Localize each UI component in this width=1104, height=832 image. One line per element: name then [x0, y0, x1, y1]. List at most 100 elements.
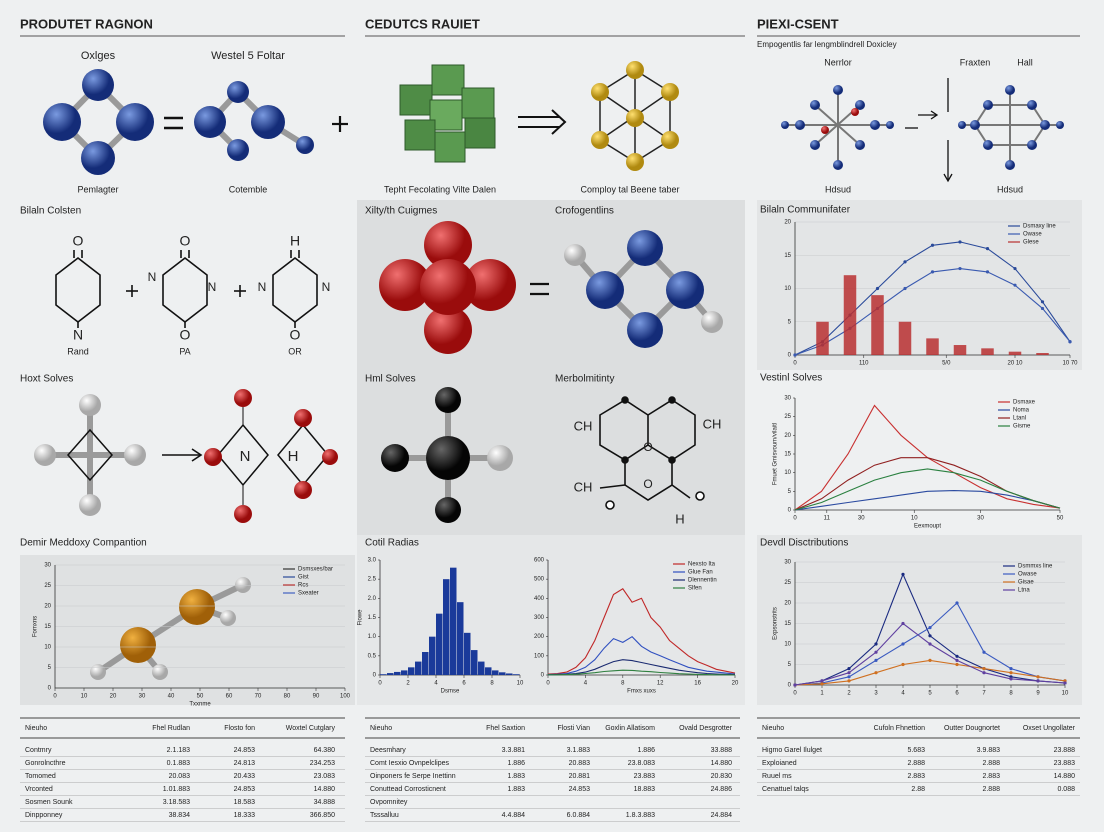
y-tick-label: 100: [534, 653, 545, 659]
histogram-bar: [422, 652, 429, 675]
label: Fraxten: [960, 57, 991, 67]
histogram-bar: [492, 670, 499, 675]
table-cell: 23.883: [1054, 760, 1076, 767]
table-cell: 5.683: [907, 747, 925, 754]
label: Pemlagter: [77, 184, 118, 194]
table-cell: 234.253: [310, 760, 335, 767]
series-marker: [901, 621, 905, 626]
table-cell: 24.886: [711, 786, 733, 793]
skeletal-structure: [599, 396, 705, 510]
table-cell: 2.883: [907, 773, 925, 780]
x-tick-label: 1: [820, 691, 824, 697]
y-axis-label: Fmuet Gmisvoum/vilaitl: [773, 423, 779, 485]
series-marker: [874, 658, 878, 663]
bar: [1036, 353, 1049, 355]
y-tick-label: 0: [788, 683, 792, 689]
label: N: [258, 280, 267, 294]
series-marker: [875, 286, 880, 291]
table-cell: 2.888: [982, 760, 1000, 767]
x-tick-label: 20: [732, 681, 739, 687]
panel: [20, 555, 355, 705]
y-tick-label: 1.5: [368, 615, 377, 621]
x-tick-label: 40: [168, 694, 175, 700]
y-tick-label: 500: [534, 577, 545, 583]
series-marker: [820, 682, 824, 686]
x-tick-label: 6: [462, 681, 466, 687]
series-marker: [930, 243, 935, 247]
series-marker: [1036, 675, 1040, 679]
legend-label: Owase: [1023, 232, 1042, 238]
y-tick-label: 10: [784, 286, 791, 292]
series-line: [794, 468, 1061, 511]
table-cell: 20.830: [711, 773, 733, 780]
table-header: Nieuho: [25, 725, 47, 732]
x-tick-label: 10: [81, 694, 88, 700]
x-tick-label: 7: [982, 691, 986, 697]
molecule: [781, 85, 894, 170]
table-cell: Deesmhary: [370, 747, 406, 754]
x-tick-label: 30: [977, 516, 984, 522]
x-tick-label: 4: [901, 691, 905, 697]
table-cell: Vrconted: [25, 786, 53, 793]
table-cell: 1.883: [507, 786, 525, 793]
molecule: [591, 61, 679, 171]
table-cell: 2.1.183: [167, 747, 190, 754]
series-marker: [847, 667, 851, 671]
label: Xilty/th Cuigmes: [365, 206, 437, 217]
chart-title: Cotil Radias: [365, 538, 419, 549]
legend-label: Noma: [1013, 408, 1030, 414]
table-cell: 20.883: [569, 760, 591, 767]
x-tick-label: 30: [858, 516, 865, 522]
x-tick-label: 0: [378, 681, 382, 687]
x-axis-label: Dsmse: [441, 689, 460, 695]
series-marker: [874, 671, 878, 675]
y-tick-label: 30: [784, 396, 791, 402]
y-tick-label: 20: [44, 604, 51, 610]
table-header: Woxtel Cutglary: [286, 725, 336, 732]
axis: [54, 565, 345, 689]
x-tick-label: 50: [1057, 516, 1064, 522]
table-header: Flosto fon: [224, 725, 255, 732]
x-tick-label: 0: [793, 691, 797, 697]
y-tick-label: 0: [788, 353, 792, 359]
x-tick-label: 6: [955, 691, 959, 697]
arrow: [162, 448, 203, 462]
series-marker: [1009, 667, 1013, 671]
histogram-bar: [464, 632, 471, 675]
y-axis-label: Fiowe: [358, 609, 364, 626]
cube-cluster: [399, 64, 496, 163]
histogram-bar: [429, 636, 436, 675]
table-cell: 20.083: [169, 773, 191, 780]
table-cell: Tomomed: [25, 773, 56, 780]
bar: [981, 348, 994, 355]
table-cell: Oinponers fe Serpe Inettinn: [370, 773, 456, 780]
table-cell: 3.18.583: [163, 799, 190, 806]
series-marker: [928, 634, 932, 638]
y-tick-label: 0: [788, 508, 792, 514]
x-tick-label: 16: [694, 681, 701, 687]
table-cell: Ruuel ms: [762, 773, 792, 780]
x-tick-label: 10: [1062, 691, 1069, 697]
series-marker: [1009, 671, 1013, 675]
table-cell: 24.853: [234, 747, 256, 754]
series-marker: [955, 601, 959, 605]
x-tick-label: 8: [621, 681, 625, 687]
histogram-bar: [408, 667, 415, 675]
table-cell: Cenattuel talqs: [762, 786, 809, 793]
label: N: [73, 327, 83, 343]
histogram-bar: [485, 667, 492, 675]
y-tick-label: 300: [534, 615, 545, 621]
section-subtitle: Empogentlis far lengmblindrell Doxicley: [757, 40, 897, 49]
legend-label: Dsmaxy line: [1023, 224, 1056, 230]
table-cell: 1.886: [637, 747, 655, 754]
y-tick-label: 30: [44, 563, 51, 569]
panel: [757, 200, 1082, 370]
table-cell: 34.888: [314, 799, 336, 806]
label: H: [290, 233, 300, 249]
table-cell: 23.8.083: [628, 760, 655, 767]
bar: [1008, 351, 1022, 355]
x-tick-label: 10: [911, 516, 918, 522]
legend-label: Sxeater: [298, 591, 319, 597]
y-tick-label: 20: [784, 433, 791, 439]
chart-title: Bilaln Communifater: [760, 205, 851, 216]
